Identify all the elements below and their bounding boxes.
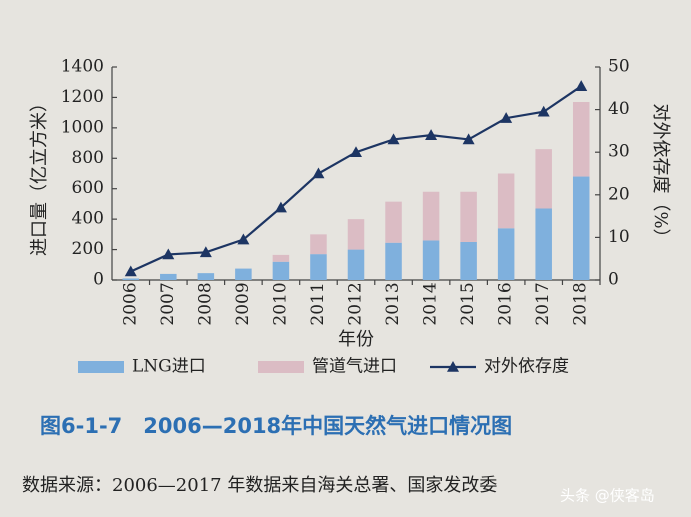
y2-axis-label: 对外依存度（%）	[650, 103, 671, 246]
bar	[160, 273, 177, 280]
bar	[572, 101, 590, 177]
line-marker	[199, 246, 212, 258]
y2-tick-label: 40	[608, 99, 630, 119]
watermark: 头条 @侠客岛	[560, 487, 655, 505]
line-marker	[537, 105, 550, 117]
bar	[572, 176, 590, 280]
y-tick-label: 200	[72, 239, 104, 259]
bar	[347, 249, 365, 280]
y2-tick-label: 30	[608, 142, 630, 162]
legend-label: LNG进口	[132, 357, 206, 377]
x-tick-label: 2008	[195, 282, 215, 325]
y-tick-label: 0	[93, 270, 104, 290]
bar	[197, 273, 215, 280]
bar	[460, 191, 477, 242]
line-marker	[274, 201, 287, 213]
bar	[385, 242, 402, 280]
x-tick-label: 2011	[308, 282, 328, 325]
x-tick-label: 2007	[158, 282, 178, 325]
y-tick-label: 1400	[61, 57, 104, 77]
x-tick-label: 2006	[120, 282, 140, 325]
line-marker	[500, 112, 513, 123]
bar	[460, 241, 477, 280]
source: 数据来源：2006—2017 年数据来自海关总署、国家发改委	[22, 475, 497, 496]
y-tick-label: 1200	[61, 87, 104, 107]
bar	[235, 268, 252, 280]
bar	[497, 228, 515, 280]
bar	[310, 254, 327, 280]
x-tick-label: 2012	[346, 282, 366, 325]
x-tick-label: 2013	[383, 282, 403, 325]
y-tick-label: 800	[72, 148, 104, 168]
y-tick-label: 600	[72, 178, 104, 198]
bar	[385, 201, 402, 243]
caption: 图6-1-7 2006—2018年中国天然气进口情况图	[40, 414, 512, 438]
y2-tick-label: 10	[608, 227, 630, 247]
bar	[272, 254, 290, 262]
legend-label: 管道气进口	[312, 357, 397, 377]
bar	[535, 149, 552, 209]
legend-swatch	[258, 361, 304, 373]
line-marker	[237, 233, 250, 245]
line-marker	[312, 167, 325, 179]
x-tick-label: 2010	[270, 282, 290, 325]
y2-tick-label: 0	[608, 270, 619, 290]
bar	[347, 219, 365, 250]
line-marker	[575, 80, 588, 91]
bar	[422, 240, 440, 280]
y2-tick-label: 20	[608, 184, 630, 204]
x-tick-label: 2015	[458, 282, 478, 325]
bar	[422, 191, 440, 241]
bar	[497, 173, 515, 229]
bar	[122, 278, 140, 280]
line-marker	[350, 146, 362, 157]
bar	[310, 234, 327, 255]
legend-label: 对外依存度	[484, 357, 569, 377]
x-tick-label: 2018	[571, 282, 591, 325]
line-marker	[124, 265, 137, 277]
line-marker	[462, 133, 475, 145]
legend-marker	[447, 361, 459, 372]
y2-tick-label: 50	[608, 57, 630, 77]
y-tick-label: 1000	[61, 117, 104, 137]
legend-swatch	[78, 361, 124, 373]
line-marker	[387, 133, 400, 145]
x-axis-label: 年份	[338, 329, 374, 350]
y-axis-label: 进口量（亿立方米）	[29, 94, 50, 256]
bar	[272, 261, 290, 280]
line-marker	[162, 248, 175, 260]
x-tick-label: 2017	[533, 282, 553, 325]
line-marker	[425, 129, 438, 140]
y-tick-label: 400	[72, 209, 104, 229]
x-tick-label: 2016	[496, 282, 516, 325]
x-tick-label: 2014	[421, 282, 441, 325]
bar	[535, 208, 552, 280]
x-tick-label: 2009	[233, 282, 253, 325]
